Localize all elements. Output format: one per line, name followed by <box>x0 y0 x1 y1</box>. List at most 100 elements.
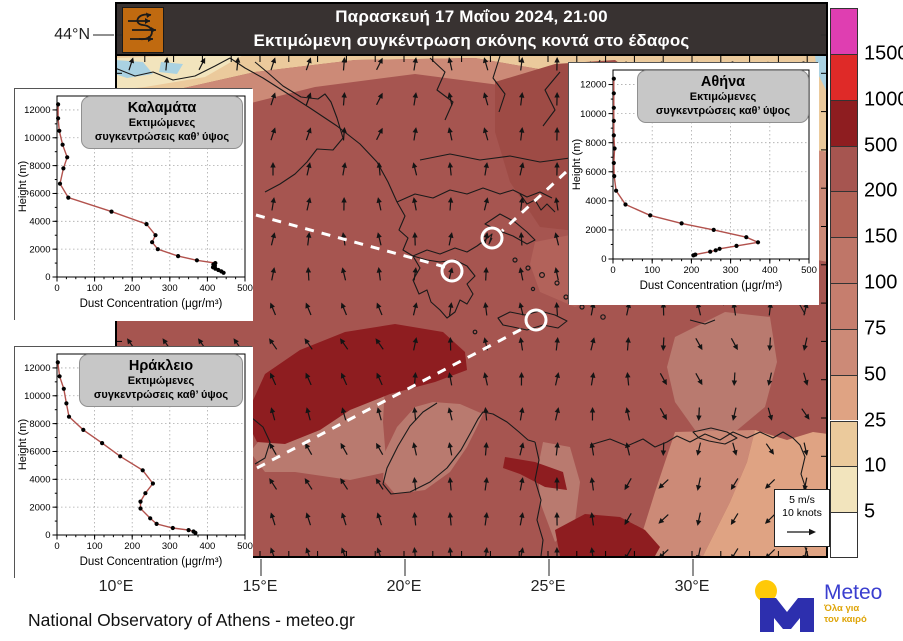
colorbar-block <box>830 53 858 100</box>
station-connectors <box>255 170 568 470</box>
inset-title-box: Ηράκλειο Εκτιμώμενες συγκεντρώσεις καθ’ … <box>79 354 243 407</box>
wind-legend-ms: 5 m/s <box>789 494 815 506</box>
svg-text:200: 200 <box>124 283 140 294</box>
svg-text:Dust Concentration (μgr/m³): Dust Concentration (μgr/m³) <box>640 280 783 292</box>
colorbar-label: 5 <box>864 500 876 523</box>
svg-text:6000: 6000 <box>29 189 50 200</box>
svg-text:Dust Concentration (μgr/m³): Dust Concentration (μgr/m³) <box>80 556 223 568</box>
colorbar-block <box>830 145 858 192</box>
svg-text:12000: 12000 <box>580 80 606 91</box>
station-name: Αθήνα <box>700 74 746 90</box>
svg-text:Height (m): Height (m) <box>17 419 29 470</box>
colorbar-label: 25 <box>864 409 887 431</box>
logo-brand-text: Meteo <box>824 581 883 604</box>
colorbar-block <box>830 99 858 146</box>
lon-tick-line <box>692 559 694 576</box>
svg-text:0: 0 <box>45 530 50 541</box>
map-edge-ticks <box>115 34 827 557</box>
colorbar-block <box>830 191 858 238</box>
colorbar-label: 1500 <box>864 42 903 65</box>
svg-text:500: 500 <box>801 265 817 276</box>
meteo-logo-mark <box>755 580 814 632</box>
colorbar-block <box>830 237 858 283</box>
wind-speed-legend: 5 m/s 10 knots <box>774 489 830 547</box>
inset-chart-heraklion: 0 100 200 300 400 500 0 2000 4000 6000 8000 10000 12… <box>14 346 253 579</box>
svg-text:Height (m): Height (m) <box>17 161 29 212</box>
colorbar-block <box>830 466 858 513</box>
station-name: Καλαμάτα <box>127 100 197 116</box>
svg-text:0: 0 <box>610 265 615 276</box>
svg-text:4000: 4000 <box>29 475 50 486</box>
inset-subtitle-1: Εκτιμώμενες <box>128 117 196 129</box>
lat-label: 44°N <box>54 26 90 43</box>
svg-text:100: 100 <box>87 283 103 294</box>
lon-tick-line <box>548 559 550 576</box>
dust-swirl-icon <box>122 7 164 53</box>
lon-tick-line <box>260 559 262 576</box>
colorbar-block <box>830 283 858 329</box>
svg-text:200: 200 <box>683 265 699 276</box>
logo-tagline-2: τον καιρό <box>824 613 867 625</box>
svg-text:10000: 10000 <box>24 391 50 402</box>
colorbar-label: 1000 <box>864 88 903 111</box>
svg-text:300: 300 <box>162 283 178 294</box>
svg-text:12000: 12000 <box>24 363 50 374</box>
svg-text:Height (m): Height (m) <box>571 139 583 190</box>
svg-text:2000: 2000 <box>29 244 50 255</box>
inset-subtitle-2: συγκεντρώσεις καθ’ ύψος <box>94 130 230 143</box>
svg-text:300: 300 <box>162 541 178 552</box>
svg-text:2000: 2000 <box>585 225 606 236</box>
svg-text:2000: 2000 <box>29 502 50 513</box>
lon-label: 30°E <box>674 578 710 595</box>
lon-label: 15°E <box>242 578 278 595</box>
svg-text:Dust Concentration (μgr/m³): Dust Concentration (μgr/m³) <box>80 298 223 310</box>
svg-text:500: 500 <box>237 541 253 552</box>
colorbar-block <box>830 328 858 375</box>
svg-text:0: 0 <box>601 254 606 265</box>
inset-chart-athens: 0 100 200 300 400 500 0 2000 4000 6000 8000 10000 12… <box>568 62 819 305</box>
station-name: Ηράκλειο <box>128 358 194 374</box>
lon-label: 10°E <box>98 578 134 595</box>
title-date-line: Παρασκευή 17 Μαΐου 2024, 21:00 <box>335 7 608 26</box>
meteo-logo: Meteo Όλα για τον καιρό <box>748 574 882 636</box>
inset-subtitle-1: Εκτιμώμενες <box>689 91 757 103</box>
svg-text:0: 0 <box>45 272 50 283</box>
colorbar-label: 100 <box>864 271 898 294</box>
inset-title-box: Καλαμάτα Εκτιμώμενες συγκεντρώσεις καθ’ … <box>81 96 243 149</box>
svg-text:10000: 10000 <box>580 109 606 120</box>
svg-text:12000: 12000 <box>24 105 50 116</box>
lon-tick-line <box>404 559 406 576</box>
svg-text:6000: 6000 <box>29 447 50 458</box>
colorbar-label: 150 <box>864 225 898 248</box>
svg-text:400: 400 <box>199 541 215 552</box>
wind-legend-knots: 10 knots <box>782 507 822 519</box>
inset-subtitle-2: συγκεντρώσεις καθ’ ύψος <box>655 104 791 117</box>
logo-tagline-1: Όλα για <box>824 603 860 614</box>
inset-chart-kalamata: 0 100 200 300 400 500 0 2000 4000 6000 8000 10000 12… <box>14 88 253 321</box>
svg-text:8000: 8000 <box>29 161 50 172</box>
concentration-colorbar: 1500 1000 500 200 150 100 75 50 25 10 5 <box>830 8 903 558</box>
svg-text:6000: 6000 <box>585 167 606 178</box>
colorbar-label: 200 <box>864 179 898 202</box>
svg-text:100: 100 <box>644 265 660 276</box>
inset-title-box: Αθήνα Εκτιμώμενες συγκεντρώσεις καθ’ ύψο… <box>637 70 809 123</box>
colorbar-label: 10 <box>864 454 887 477</box>
svg-text:0: 0 <box>54 283 59 294</box>
colorbar-block <box>830 374 858 421</box>
svg-text:0: 0 <box>54 541 59 552</box>
title-subject-line: Εκτιμώμενη συγκέντρωση σκόνης κοντά στο … <box>253 31 690 50</box>
svg-text:8000: 8000 <box>585 138 606 149</box>
svg-text:4000: 4000 <box>29 217 50 228</box>
colorbar-block <box>830 8 858 54</box>
svg-text:100: 100 <box>87 541 103 552</box>
svg-text:8000: 8000 <box>29 419 50 430</box>
svg-text:400: 400 <box>199 283 215 294</box>
wind-legend-arrow-icon <box>787 528 816 536</box>
inset-subtitle-1: Εκτιμώμενες <box>127 375 195 387</box>
colorbar-label: 500 <box>864 134 898 156</box>
station-markers <box>440 226 548 332</box>
map-title-bar: Παρασκευή 17 Μαΐου 2024, 21:00 Εκτιμώμεν… <box>115 2 828 56</box>
svg-text:4000: 4000 <box>585 196 606 207</box>
lon-label: 20°E <box>386 578 422 595</box>
